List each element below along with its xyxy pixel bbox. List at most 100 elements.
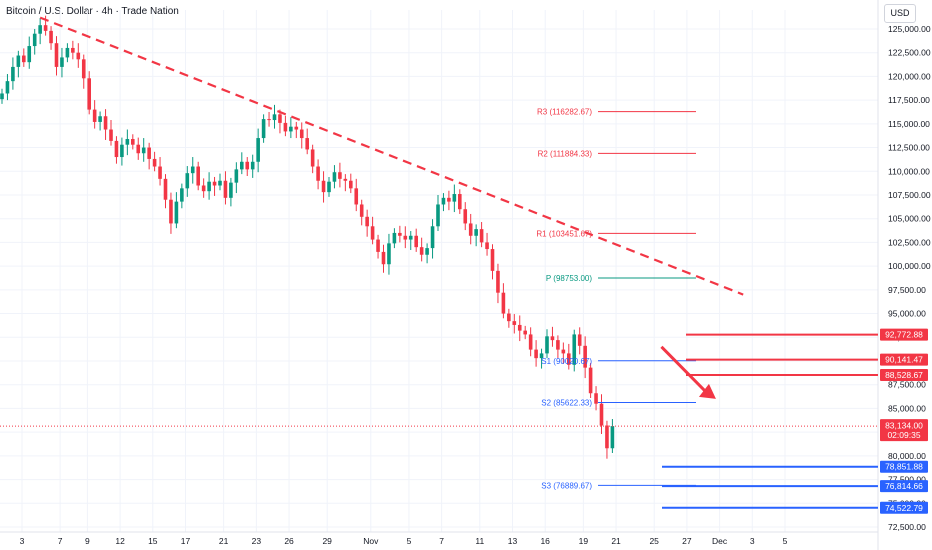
- candle-body: [594, 393, 598, 404]
- pivot-level-label: R2 (111884.33): [538, 149, 593, 158]
- candle-body: [381, 251, 386, 265]
- x-tick-label: 12: [115, 536, 125, 546]
- candle-body: [207, 181, 211, 192]
- candle-body: [599, 403, 604, 426]
- candle-body: [196, 166, 200, 186]
- candle-body: [49, 30, 53, 44]
- y-tick-label: 105,000.00: [888, 214, 931, 224]
- candle-body: [507, 313, 511, 322]
- candle-body: [120, 144, 124, 158]
- candle-body: [114, 140, 119, 158]
- price-axis-label: 88,528.67: [885, 370, 923, 380]
- candle-body: [54, 43, 59, 67]
- candle-body: [22, 55, 26, 63]
- candle-body: [556, 340, 560, 350]
- candle-body: [479, 229, 484, 243]
- candle-body: [71, 47, 75, 53]
- candle-body: [174, 201, 179, 224]
- price-axis-label-bg: [880, 501, 928, 514]
- y-tick-label: 87,500.00: [888, 380, 926, 390]
- x-tick-label: 23: [252, 536, 262, 546]
- currency-selector[interactable]: USD: [884, 4, 916, 23]
- candle-body: [430, 226, 435, 249]
- candle-body: [583, 345, 587, 368]
- candle-body: [387, 243, 391, 265]
- candle-body: [365, 216, 369, 227]
- candle-body: [458, 194, 462, 210]
- price-axis-label-bg: [880, 368, 928, 381]
- candle-body: [125, 139, 130, 145]
- candle-body: [147, 147, 151, 159]
- y-tick-label: 77,500.00: [888, 475, 926, 485]
- candle-body: [545, 336, 549, 354]
- candle-body: [278, 114, 282, 123]
- pivot-level-label: R3 (116282.67): [537, 108, 592, 117]
- x-tick-label: 7: [58, 536, 63, 546]
- candle-body: [359, 204, 364, 217]
- x-tick-label: 26: [284, 536, 294, 546]
- x-tick-label: Nov: [363, 536, 379, 546]
- candle-body: [496, 270, 500, 293]
- x-tick-label: 11: [475, 536, 484, 546]
- y-tick-label: 102,500.00: [888, 237, 931, 247]
- candle-body: [43, 25, 48, 31]
- candle-body: [250, 161, 255, 170]
- candle-body: [294, 126, 299, 130]
- candle-body: [109, 129, 113, 141]
- candle-body: [528, 334, 533, 350]
- candle-body: [501, 292, 506, 314]
- candle-body: [463, 209, 468, 224]
- candle-body: [185, 173, 190, 189]
- price-axis-label-bg: [880, 353, 928, 366]
- candle-countdown-label: 02:09:35: [887, 430, 920, 440]
- candle-body: [408, 235, 413, 240]
- candle-body: [136, 144, 141, 154]
- candle-body: [354, 188, 359, 205]
- candle-body: [245, 161, 250, 170]
- candle-body: [158, 166, 162, 179]
- candle-body: [343, 178, 348, 181]
- candle-body: [332, 172, 337, 182]
- candle-body: [425, 248, 429, 255]
- candle-body: [349, 180, 353, 189]
- price-axis-label: 90,141.47: [885, 355, 923, 365]
- candle-body: [92, 109, 97, 122]
- bearish-arrow-head: [698, 383, 716, 399]
- candle-body: [610, 426, 615, 449]
- x-tick-label: Dec: [712, 536, 728, 546]
- candle-body: [289, 126, 293, 132]
- x-tick-label: 13: [508, 536, 518, 546]
- candle-body: [98, 116, 102, 122]
- bearish-arrow-shaft: [660, 345, 710, 395]
- y-tick-label: 97,500.00: [888, 285, 926, 295]
- candle-body: [490, 249, 495, 271]
- candle-body: [338, 172, 342, 179]
- candle-body: [201, 185, 206, 192]
- x-tick-label: 15: [148, 536, 158, 546]
- x-tick-label: 16: [540, 536, 550, 546]
- candle-body: [414, 235, 418, 248]
- candle-body: [588, 367, 593, 394]
- candle-body: [60, 57, 64, 67]
- candle-body: [539, 353, 544, 359]
- x-tick-label: 21: [611, 536, 621, 546]
- pivot-level-label: P (98753.00): [546, 274, 592, 283]
- candle-body: [310, 149, 315, 167]
- candle-body: [567, 353, 571, 365]
- candle-body: [0, 93, 4, 100]
- price-axis-label: 76,814.66: [885, 481, 923, 491]
- candle-body: [272, 114, 277, 121]
- candle-body: [32, 33, 37, 47]
- candle-body: [27, 46, 32, 63]
- candle-body: [403, 235, 408, 240]
- candle-body: [163, 178, 168, 200]
- candle-body: [321, 180, 326, 193]
- y-tick-label: 95,000.00: [888, 309, 926, 319]
- x-tick-label: 17: [181, 536, 191, 546]
- candle-body: [517, 324, 522, 331]
- y-tick-label: 120,000.00: [888, 71, 931, 81]
- y-tick-label: 110,000.00: [888, 166, 930, 176]
- candle-body: [327, 181, 331, 193]
